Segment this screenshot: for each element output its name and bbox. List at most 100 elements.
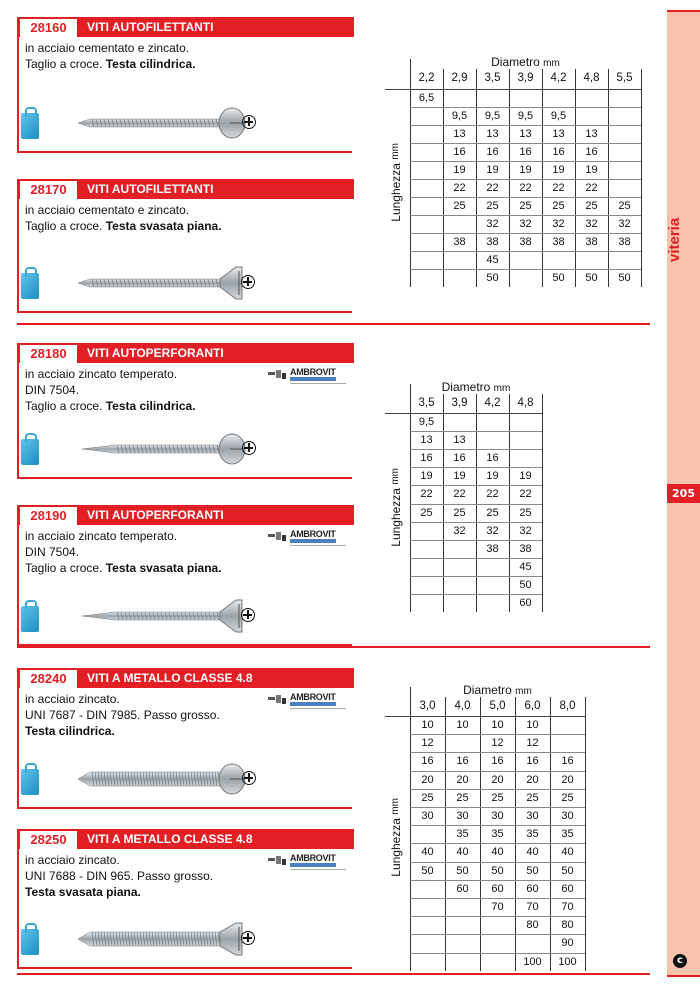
length-label: Lunghezza	[389, 163, 403, 222]
table-cell: 50	[519, 578, 532, 591]
description-text: DIN 7504.	[25, 383, 80, 397]
head-type-text: Testa svasata piana.	[25, 885, 141, 899]
product-card-28180: 28180 VITI AUTOPERFORANTI in acciaio zin…	[17, 343, 354, 479]
table-cell: 35	[561, 828, 574, 841]
product-card-28160: 28160 VITI AUTOFILETTANTI in acciaio cem…	[17, 17, 354, 153]
package-bag-icon	[21, 267, 39, 299]
table-cell: 25	[585, 200, 598, 212]
product-header: 28240 VITI A METALLO CLASSE 4.8	[17, 668, 354, 688]
page-number: 205	[667, 484, 700, 503]
table-cell: 60	[491, 882, 504, 895]
table-cell: 25	[486, 200, 499, 212]
table-column-rule	[480, 697, 481, 971]
table-column-rule	[509, 69, 510, 287]
brand-name: AMBROVIT	[290, 529, 336, 539]
row-rule	[410, 539, 542, 541]
table-cell: 60	[526, 882, 539, 895]
table-cell: 50	[491, 864, 504, 877]
table-cell: 35	[526, 828, 539, 841]
row-rule	[410, 485, 542, 487]
table-column-rule	[443, 394, 444, 613]
table-cell: 25	[561, 791, 574, 804]
row-rule	[410, 449, 542, 451]
table-cell: 20	[561, 773, 574, 786]
brand-tagline	[290, 377, 336, 381]
table-cell: 25	[456, 791, 469, 804]
table-cell: 22	[519, 488, 532, 501]
diameter-unit: mm	[515, 686, 532, 697]
table-cell: 22	[486, 182, 499, 194]
diameter-label: Diametro	[463, 683, 512, 697]
table-column-rule	[509, 394, 510, 613]
product-code: 28170	[20, 181, 77, 199]
table-cell: 50	[421, 864, 434, 877]
row-rule	[410, 916, 585, 918]
product-title: VITI A METALLO CLASSE 4.8	[87, 832, 253, 846]
table-cell: 16	[420, 452, 433, 465]
table-column-rule	[550, 697, 551, 971]
brand-screws-icon	[268, 370, 286, 379]
table-cell: 16	[585, 146, 598, 158]
description-text: DIN 7504.	[25, 545, 80, 559]
table-cell: 16	[486, 452, 499, 465]
screw-image	[77, 922, 243, 956]
brand-logo-icon: c	[673, 954, 687, 968]
table-column-rule	[542, 69, 543, 287]
table-cell: 38	[486, 236, 499, 248]
row-rule	[410, 752, 585, 754]
diameter-unit: mm	[493, 383, 511, 394]
sideband-top-line	[667, 10, 700, 12]
table-cell: 60	[519, 597, 532, 609]
head-type-text: Testa svasata piana.	[105, 219, 222, 233]
table-cell: 22	[420, 488, 433, 501]
row-rule	[410, 161, 641, 162]
row-rule	[410, 251, 641, 252]
table-cell: 30	[491, 810, 504, 822]
table-column-rule	[443, 69, 444, 287]
product-header: 28180 VITI AUTOPERFORANTI	[17, 343, 354, 363]
product-card-28170: 28170 VITI AUTOFILETTANTI in acciaio cem…	[17, 179, 354, 313]
table-cell: 13	[420, 434, 433, 447]
row-rule	[410, 734, 585, 736]
row-rule	[410, 233, 641, 234]
package-bag-icon	[21, 923, 39, 955]
column-header-cell: 3,5	[484, 72, 501, 84]
description-line: Testa svasata piana.	[25, 884, 213, 900]
product-title: VITI AUTOPERFORANTI	[87, 346, 224, 360]
table-cell: 38	[618, 236, 631, 248]
brand-logo: AMBROVIT	[268, 529, 348, 551]
table-cell: 60	[561, 882, 574, 895]
length-unit: mm	[390, 143, 401, 160]
table-cell: 100	[523, 955, 542, 968]
table-cell: 40	[491, 846, 504, 859]
table-column-rule	[575, 69, 576, 287]
section-divider	[17, 323, 650, 325]
screw-image	[77, 763, 246, 795]
brand-name: AMBROVIT	[290, 853, 336, 863]
table-cell: 35	[491, 828, 504, 841]
brand-name: AMBROVIT	[290, 367, 336, 377]
table-cell: 19	[420, 470, 433, 483]
table-cell: 19	[519, 164, 532, 176]
table-cell: 40	[456, 846, 469, 859]
phillips-drive-icon	[242, 771, 256, 785]
table-cell: 13	[552, 128, 565, 140]
description-text: in acciaio zincato temperato.	[25, 367, 178, 381]
product-code: 28190	[20, 507, 77, 525]
table-cell: 90	[561, 937, 574, 950]
table-cell: 25	[519, 200, 532, 212]
column-header-cell: 6,0	[524, 700, 541, 712]
table-cell: 19	[486, 470, 499, 483]
header-rule	[385, 89, 641, 90]
brand-tagline	[290, 539, 336, 543]
table-column-rule	[445, 697, 446, 971]
column-header-cell: 5,0	[489, 700, 506, 712]
table-cell: 40	[526, 846, 539, 859]
column-header-cell: 3,5	[418, 397, 435, 409]
column-header-cell: 5,5	[616, 72, 633, 84]
table-cell: 16	[491, 755, 504, 768]
length-header: Lunghezza mm	[389, 143, 403, 222]
table-cell: 22	[585, 182, 598, 194]
row-rule	[410, 825, 585, 827]
phillips-drive-icon	[241, 931, 255, 945]
